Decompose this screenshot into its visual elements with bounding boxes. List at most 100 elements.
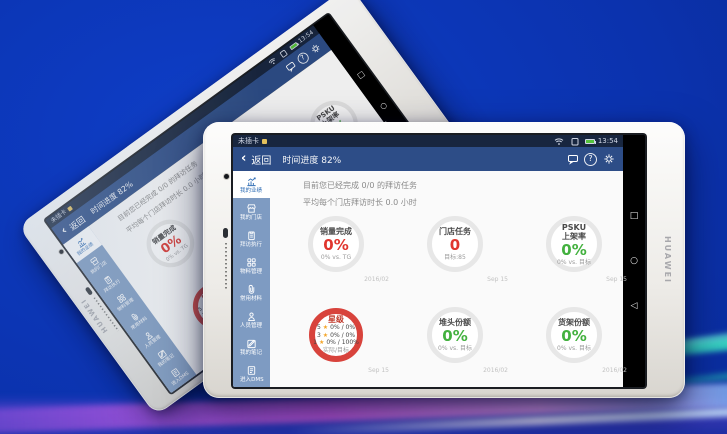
metric-ring: 销量完成 0% 0% vs. TG [308,216,364,272]
battery-icon [584,138,596,144]
sidebar-item-enter-dms[interactable]: 进入DMS [158,356,197,393]
sidebar-item-materials-mgmt[interactable]: 物料管理 [104,282,143,319]
metric-subtext: 0% vs. 目标 [557,258,591,266]
sidebar-item-stores[interactable]: 我的门店 [77,245,116,282]
sidebar-item-people[interactable]: 人员管理 [233,306,270,333]
front-camera-icon [224,174,229,179]
notes-icon [157,349,167,359]
metric-ring: 堆头份额 0% 0% vs. 目标 [427,307,483,363]
metric-subtext: 0% vs. 目标 [438,345,472,352]
metrics-grid: 销量完成 0% 0% vs. TG 2016/02 门店任务 0 [280,200,630,379]
metric-ring: 门店任务 0 目标:85 [427,216,483,272]
settings-gear-icon[interactable] [602,153,615,166]
metric-store-tasks[interactable]: 门店任务 0 目标:85 Sep 15 [399,200,511,288]
metric-star-rating[interactable]: 星级 5 ★ 0% / 0% 3 ★ 0% / [280,291,392,379]
document-icon [247,365,256,375]
sidebar-item-label: 我的笔记 [240,348,263,356]
back-chevron-icon[interactable]: ‹ [58,223,70,237]
front-camera-icon [58,248,65,255]
visit-summary-line1: 目前您已经完成 0/0 的拜访任务 [303,181,417,190]
app-header: ‹ 返回 时间进度 82% ? [51,33,332,245]
star-count: 5 [316,324,321,332]
star-icon: ★ [322,331,329,339]
star-row: 3 ★ 0% / 0% [317,332,355,340]
android-back-button[interactable]: ◁ [630,300,638,311]
metric-subtext: 目标:85 [444,254,466,261]
home-button[interactable]: ○ [630,255,638,266]
metric-value: 0 [449,236,461,254]
notes-icon [247,339,256,348]
people-icon [145,332,153,340]
sidebar-item-performance[interactable]: 我的业绩 [233,171,270,198]
sidebar-item-notes[interactable]: 我的笔记 [144,338,183,375]
back-tablet-device: HUAWEI HUAWEI 未插卡 [18,0,488,416]
wifi-icon [553,135,566,148]
help-icon[interactable]: ? [584,152,597,166]
sidebar-item-visits[interactable]: 拜访执行 [233,225,270,252]
app-header: ‹ 返回 时间进度 82% ? [233,147,623,171]
sim-status-text: 未插卡 [238,137,259,145]
people-icon [248,312,255,321]
sidebar-item-performance[interactable]: 我的业绩 [63,226,103,264]
metric-ring: 销量完成 0% 0% vs. TG [137,210,204,277]
star-icon: ★ [322,324,329,332]
white-light-streak [290,407,727,434]
metric-caption: 2016/02 [602,367,627,374]
star-row: 1 ★ 0% / 100% [313,339,359,347]
sidebar-item-people[interactable]: 人员管理 [131,319,170,356]
microphone-hole [84,286,94,296]
metric-psku-listing[interactable]: PSKU 上架率 0% 0% vs. 目标 Sep 15 [518,200,630,288]
sidebar-item-label: 我的门店 [240,213,263,221]
metric-value: 0% [323,236,349,254]
sidebar-item-enter-dms[interactable]: 进入DMS [233,360,270,387]
metric-ring-red: 星级 5 ★ 0% / 0% 3 ★ 0% / [309,308,363,362]
metric-endcap-share[interactable]: 堆头份额 0% 0% vs. 目标 2016/02 [399,291,511,379]
settings-gear-icon[interactable] [308,41,323,56]
message-bubble-icon[interactable] [283,59,298,74]
recent-apps-button[interactable]: □ [629,210,639,221]
device-screen: 未插卡 13:54 [233,135,645,387]
sidebar-item-materials-mgmt[interactable]: 物料管理 [233,252,270,279]
help-icon[interactable]: ? [295,50,311,66]
store-icon [247,203,256,213]
metric-subtext: 0% vs. TG [320,254,352,261]
sidebar-item-common-materials[interactable]: 常用材料 [233,279,270,306]
sidebar-item-stores[interactable]: 我的门店 [233,198,270,225]
paperclip-icon [248,284,255,294]
huawei-logo: HUAWEI [663,235,672,285]
sim-warning-icon [66,205,73,212]
visit-summary-text: 目前您已经完成 0/0 的拜访任务 平均每个门店拜访时长 0.0 小时 [303,177,417,211]
app-body: 我的业绩 我的门店 [63,49,440,394]
grid-icon [247,257,256,267]
document-icon [170,367,180,377]
store-icon [90,256,99,266]
message-bubble-icon[interactable] [566,153,579,166]
app-main: 未插卡 13:54 [45,25,440,394]
app-main: 未插卡 13:54 [233,135,627,387]
metric-sales-completion[interactable]: 销量完成 0% 0% vs. TG 2016/02 [280,200,392,288]
metric-title-line2: 上架率 [562,231,586,241]
metric-title: 星级 [328,315,344,325]
dashboard-content: 目前您已经完成 0/0 的拜访任务 平均每个门店拜访时长 0.0 小时 销量完成… [270,171,627,387]
metric-value: 0% [561,240,587,259]
metric-title: 货架份额 [558,318,590,327]
back-button[interactable]: 返回 [251,155,272,167]
metric-shelf-share[interactable]: 货架份额 0% 0% vs. 目标 2016/02 [518,291,630,379]
visit-clipboard-icon [248,231,255,240]
wifi-icon [265,53,280,68]
network-mode-icon [569,135,582,148]
front-tablet-device: HUAWEI HUAWEI 未插卡 [203,122,685,398]
sidebar-item-label: 人员管理 [240,321,263,329]
sidebar-item-common-materials[interactable]: 常用材料 [117,300,156,337]
device-screen: 未插卡 13:54 [45,14,455,394]
status-bar: 未插卡 13:54 [233,135,623,147]
star-value: 0% / 100% [326,339,359,347]
star-value: 0% / 0% [330,324,356,332]
metric-caption: Sep 15 [368,367,389,374]
sidebar-item-visits[interactable]: 拜访执行 [90,263,129,300]
sidebar-item-notes[interactable]: 我的笔记 [233,333,270,360]
back-chevron-icon[interactable]: ‹ [241,150,247,166]
grid-icon [116,293,126,303]
star-footer: 实际/目标 [322,346,350,354]
